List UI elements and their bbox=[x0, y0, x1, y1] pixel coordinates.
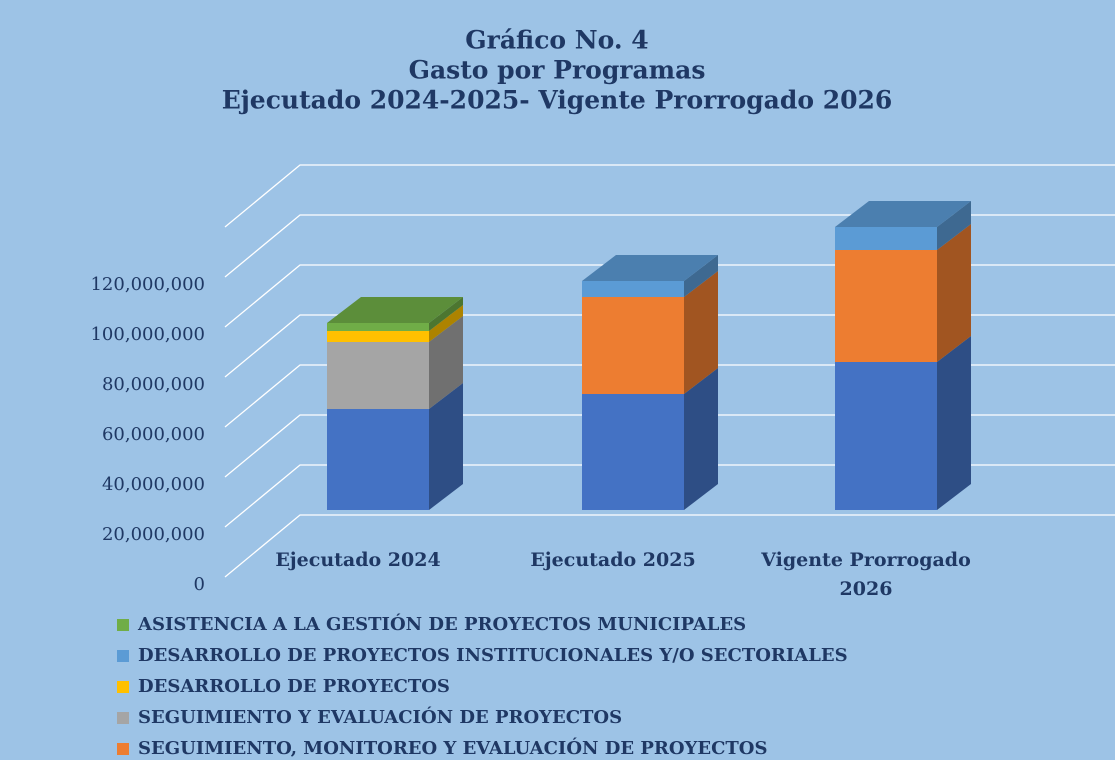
chart-title: Gasto por Programas bbox=[409, 56, 706, 85]
legend-label: SEGUIMIENTO, MONITOREO Y EVALUACIÓN DE P… bbox=[138, 736, 768, 759]
y-tick-label: 100,000,000 bbox=[90, 324, 205, 345]
bar bbox=[835, 362, 937, 510]
legend-swatch bbox=[117, 681, 129, 693]
y-tick-label: 0 bbox=[194, 574, 205, 595]
chart-title: Ejecutado 2024-2025- Vigente Prorrogado … bbox=[222, 86, 893, 115]
legend-swatch bbox=[117, 743, 129, 755]
legend-label: SEGUIMIENTO Y EVALUACIÓN DE PROYECTOS bbox=[138, 705, 622, 728]
y-tick-label: 120,000,000 bbox=[90, 274, 205, 295]
bar bbox=[835, 227, 937, 250]
y-tick-label: 60,000,000 bbox=[102, 424, 205, 445]
x-tick-label-line: 2026 bbox=[840, 578, 893, 600]
grid-line bbox=[224, 514, 1115, 578]
bar-side bbox=[684, 255, 718, 297]
bar-side bbox=[429, 305, 463, 342]
y-tick-label: 20,000,000 bbox=[102, 524, 205, 545]
legend-swatch bbox=[117, 712, 129, 724]
bar bbox=[835, 250, 937, 362]
y-tick-label: 40,000,000 bbox=[102, 474, 205, 495]
legend-swatch bbox=[117, 650, 129, 662]
bar-side bbox=[937, 201, 971, 250]
x-tick-label: Ejecutado 2025 bbox=[530, 549, 695, 571]
x-tick-label: Vigente Prorrogado 2026 bbox=[760, 549, 971, 600]
chart-title: Gráfico No. 4 bbox=[465, 26, 648, 55]
bar bbox=[582, 281, 684, 297]
bar-side bbox=[684, 368, 718, 510]
bar bbox=[582, 394, 684, 510]
grid-line bbox=[224, 164, 1115, 228]
bar-side bbox=[937, 224, 971, 362]
bar bbox=[327, 331, 429, 342]
legend-label: DESARROLLO DE PROYECTOS INSTITUCIONALES … bbox=[138, 645, 848, 666]
legend-label: ASISTENCIA A LA GESTIÓN DE PROYECTOS MUN… bbox=[137, 612, 746, 635]
legend-label: DESARROLLO DE PROYECTOS bbox=[138, 676, 450, 697]
x-tick-label-line: Vigente Prorrogado bbox=[760, 549, 971, 571]
bar-top bbox=[835, 201, 971, 227]
bar-side bbox=[429, 316, 463, 409]
x-tick-label: Ejecutado 2024 bbox=[275, 549, 440, 571]
bar bbox=[327, 409, 429, 510]
bar-top bbox=[327, 297, 463, 323]
bar bbox=[327, 323, 429, 331]
bar-side bbox=[429, 383, 463, 510]
bar-side bbox=[937, 336, 971, 510]
bar bbox=[327, 342, 429, 409]
legend-swatch bbox=[117, 619, 129, 631]
bar bbox=[582, 297, 684, 394]
bar-top bbox=[582, 255, 718, 281]
y-tick-label: 80,000,000 bbox=[102, 374, 205, 395]
bar-side bbox=[684, 271, 718, 394]
bar-side bbox=[429, 297, 463, 331]
